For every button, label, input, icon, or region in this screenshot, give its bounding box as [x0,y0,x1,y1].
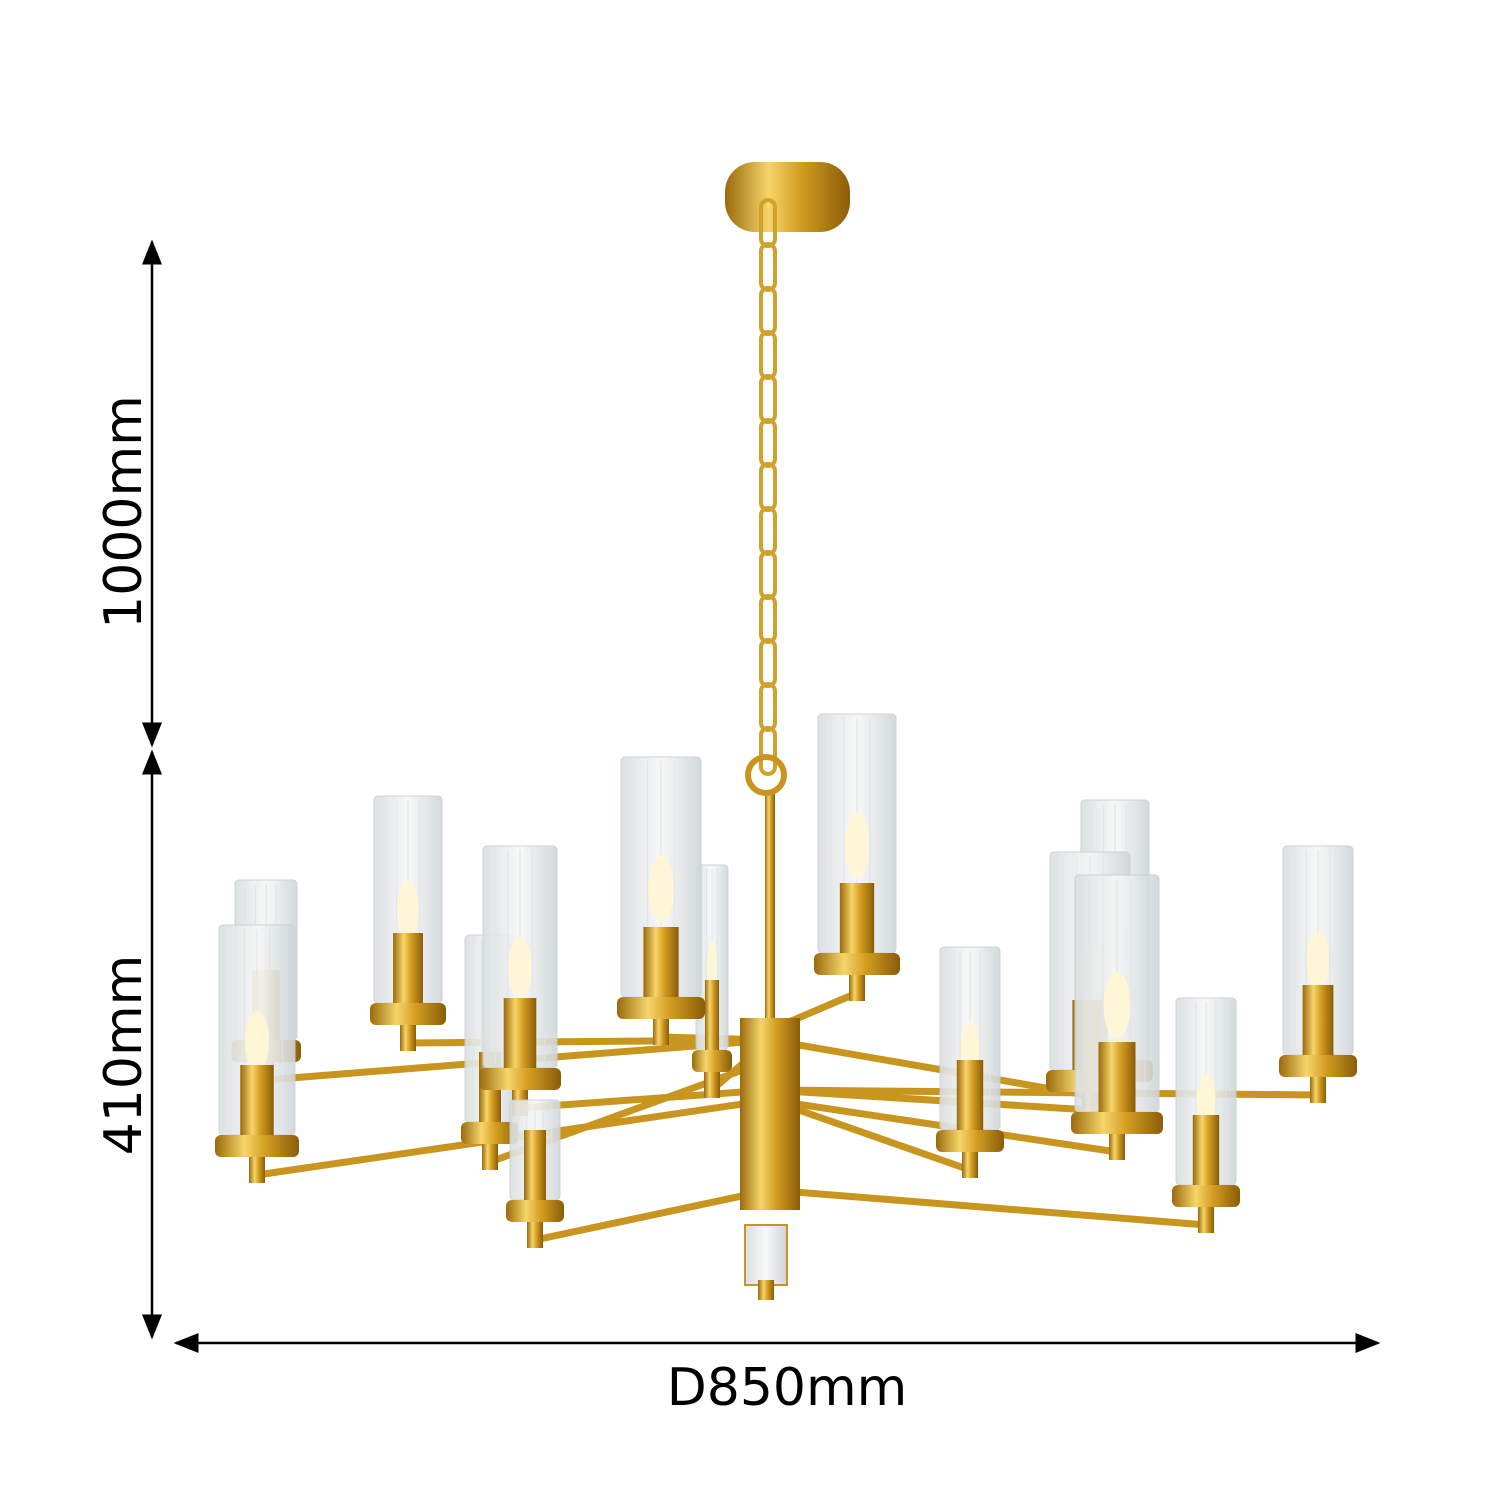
chain-link [759,242,777,292]
bulb [648,855,674,923]
cup-stem [482,1144,498,1170]
chain-loop [745,754,787,796]
lower-hub [740,1105,800,1210]
chain-link [759,374,777,424]
candles [215,713,1357,1248]
bulb [844,811,870,879]
upper-hub [740,1018,800,1108]
diameter-label: D850mm [666,1358,908,1418]
candle-cup [461,1122,519,1144]
candle-cup [370,1003,446,1025]
candle-sleeve [1192,1115,1220,1185]
candle-cup [479,1068,561,1090]
bulb [1306,931,1330,991]
candle-cup [215,1135,299,1157]
arm [519,1086,771,1112]
cup-stem [527,1222,543,1248]
bulb [244,1011,270,1070]
candle-sleeve [839,883,875,953]
cup-stem [1198,1207,1214,1233]
chandelier [215,162,1357,1300]
candle-sleeve [956,1060,984,1130]
candle-sleeve [393,933,423,1003]
bulb [1103,972,1131,1039]
chain-link [759,286,777,336]
canopy [725,162,850,232]
arm [534,1186,771,1244]
candle-cup [1071,1112,1163,1134]
center-rod [765,790,775,1030]
chain-link [759,726,777,776]
cup-stem [849,975,865,1001]
candle-sleeve [240,1065,274,1135]
chain-link [759,330,777,380]
cup-stem [249,1157,265,1183]
cup-stem [1310,1077,1326,1103]
candle-sleeve [643,927,679,997]
candle-cup [506,1200,564,1222]
cup-stem [400,1025,416,1051]
chain-link [759,462,777,512]
chain-link [759,638,777,688]
chain-link [759,550,777,600]
chain-link [759,418,777,468]
dimension-lines [142,239,1381,1353]
candle-sleeve [524,1130,546,1200]
chain-link [759,594,777,644]
bulb [1196,1074,1216,1128]
candle-cup [814,953,900,975]
candle-sleeve [1302,985,1334,1055]
candle-cup [617,997,705,1019]
cup-stem [704,1072,720,1098]
bulb [706,940,718,993]
bulb [508,937,532,1000]
chain-link [759,682,777,732]
body-height-label: 410mm [94,954,154,1156]
cup-stem [653,1019,669,1045]
cup-stem [1109,1134,1125,1160]
chain-link [759,506,777,556]
candle-cup [936,1130,1004,1152]
bottom-glass-finial [744,1224,788,1286]
cup-stem [962,1152,978,1178]
candle-sleeve [1098,1042,1136,1112]
candle-cup [692,1050,732,1072]
arm [769,1186,1207,1229]
candle-sleeve [503,998,537,1068]
bulb [397,880,419,939]
bottom-tip [758,1280,774,1300]
candle-cup [1279,1055,1357,1077]
chain [759,198,777,776]
candle-cup [1172,1185,1240,1207]
drop-length-label: 1000mm [94,395,154,629]
arm [768,1096,972,1174]
candle-sleeve [704,980,720,1050]
